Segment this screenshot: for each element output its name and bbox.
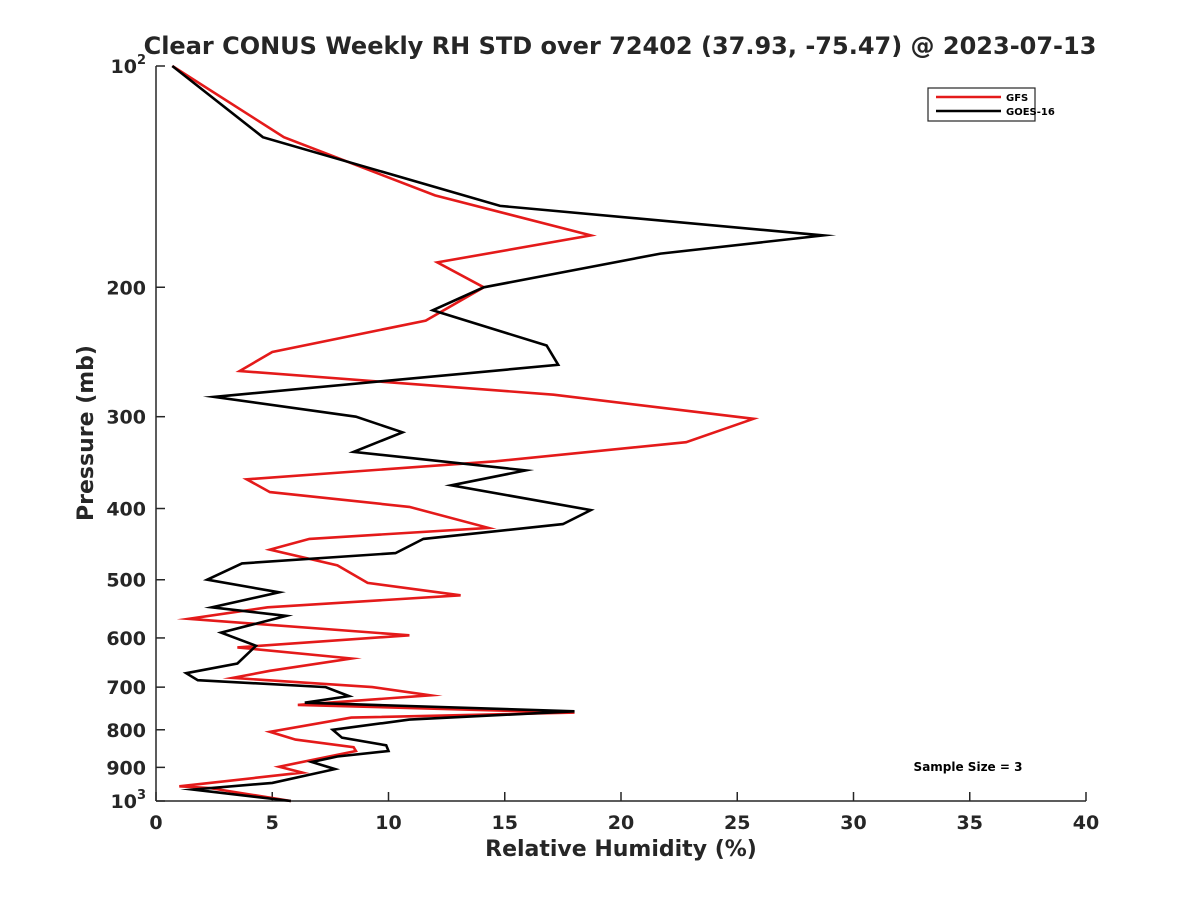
- sample-size-annotation: Sample Size = 3: [914, 760, 1023, 774]
- y-tick-label: 900: [106, 757, 146, 779]
- y-tick-label: 103: [111, 788, 147, 813]
- chart-title: Clear CONUS Weekly RH STD over 72402 (37…: [144, 32, 1097, 60]
- x-tick-label: 10: [375, 812, 401, 834]
- x-tick-label: 25: [724, 812, 750, 834]
- y-axis-label: Pressure (mb): [74, 345, 99, 521]
- series-line-gfs: [171, 64, 760, 803]
- series-layer: [171, 64, 837, 803]
- x-tick-label: 0: [149, 812, 162, 834]
- x-tick-label: 15: [492, 812, 518, 834]
- x-tick-label: 5: [266, 812, 279, 834]
- x-tick-label: 35: [957, 812, 983, 834]
- legend: GFS GOES-16: [927, 87, 1055, 122]
- legend-entry: GOES-16: [1006, 107, 1055, 118]
- axes: 0 5 10 15 20 25 30 35 40 102 200 300 400 500 600 700 800…: [106, 53, 1099, 834]
- x-tick-label: 20: [608, 812, 634, 834]
- y-tick-label: 600: [106, 628, 146, 650]
- y-tick-label: 102: [111, 53, 147, 78]
- y-tick-label: 700: [106, 677, 146, 699]
- legend-entry: GFS: [1006, 93, 1028, 104]
- y-tick-label: 400: [106, 499, 146, 521]
- y-tick-label: 800: [106, 720, 146, 742]
- x-tick-label: 30: [840, 812, 866, 834]
- y-tick-label: 500: [106, 570, 146, 592]
- y-tick-label: 300: [106, 407, 146, 429]
- series-line-goes-16: [171, 64, 837, 803]
- y-tick-label: 200: [106, 277, 146, 299]
- legend-box: [927, 87, 1036, 122]
- x-axis-label: Relative Humidity (%): [485, 837, 757, 862]
- x-tick-label: 40: [1073, 812, 1099, 834]
